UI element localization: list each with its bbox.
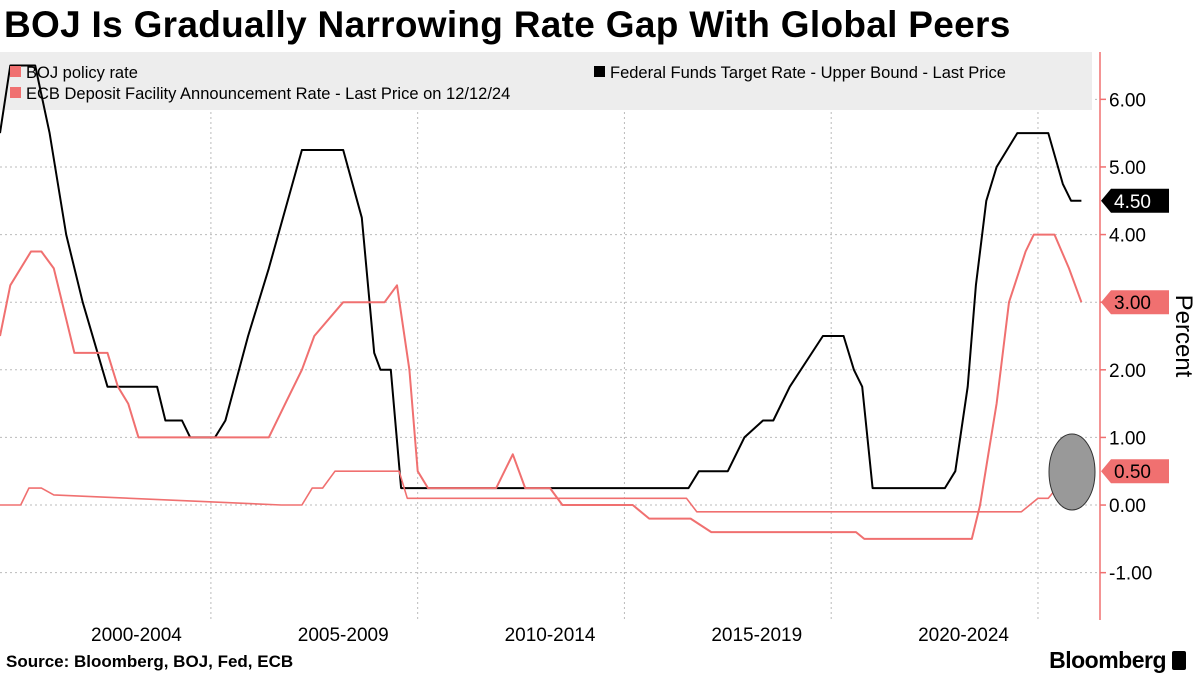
series-line-1 [0, 233, 1083, 540]
last-value-tag [1101, 459, 1169, 484]
last-value-tags: 4.50 3.00 0.50 [1101, 188, 1169, 484]
highlight-circle [1048, 433, 1096, 511]
y-axis: 6.00 5.00 4.00 3.00 2.00 1.00 0.00 -1.00 [1099, 52, 1152, 620]
y-tick-label: 2.00 [1109, 361, 1146, 382]
bloomberg-terminal-icon [1172, 651, 1186, 670]
last-value-tag [1101, 290, 1169, 315]
x-tick-label: 2020-2024 [918, 625, 1009, 646]
y-axis-label: Percent [1170, 295, 1197, 378]
legend-label: BOJ policy rate [26, 64, 138, 82]
y-tick-label: 6.00 [1109, 90, 1146, 111]
legend-label: ECB Deposit Facility Announcement Rate -… [26, 85, 510, 103]
legend-background [0, 52, 1092, 110]
x-axis: 2000-2004 2005-2009 2010-2014 2015-2019 2020… [91, 625, 1009, 646]
chart-title: BOJ Is Gradually Narrowing Rate Gap With… [4, 4, 1011, 45]
last-value-label: 0.50 [1114, 462, 1151, 483]
legend: BOJ policy rate Federal Funds Target Rate… [10, 64, 1006, 103]
x-tick-label: 2000-2004 [91, 625, 182, 646]
last-value-tag [1101, 188, 1169, 213]
legend-swatch [10, 87, 21, 98]
y-tick-label: 1.00 [1109, 428, 1146, 449]
legend-swatch [594, 66, 605, 77]
series-line-2 [0, 470, 1083, 513]
y-tick-label: 4.00 [1109, 226, 1146, 247]
bloomberg-logo: Bloomberg [1049, 647, 1166, 673]
last-value-label: 4.50 [1114, 192, 1151, 213]
series-lines [0, 64, 1083, 540]
series-line-0 [0, 64, 1082, 490]
x-tick-label: 2010-2014 [505, 625, 596, 646]
grid-lines [0, 52, 1100, 620]
legend-swatch [10, 66, 21, 77]
y-tick-label: 5.00 [1109, 158, 1146, 179]
legend-label: Federal Funds Target Rate - Upper Bound … [610, 64, 1006, 82]
y-tick-label: 0.00 [1109, 496, 1146, 517]
x-tick-label: 2015-2019 [711, 625, 802, 646]
last-value-label: 3.00 [1114, 293, 1151, 314]
x-tick-label: 2005-2009 [298, 625, 389, 646]
source-note: Source: Bloomberg, BOJ, Fed, ECB [6, 652, 294, 671]
y-tick-label: -1.00 [1109, 564, 1152, 585]
